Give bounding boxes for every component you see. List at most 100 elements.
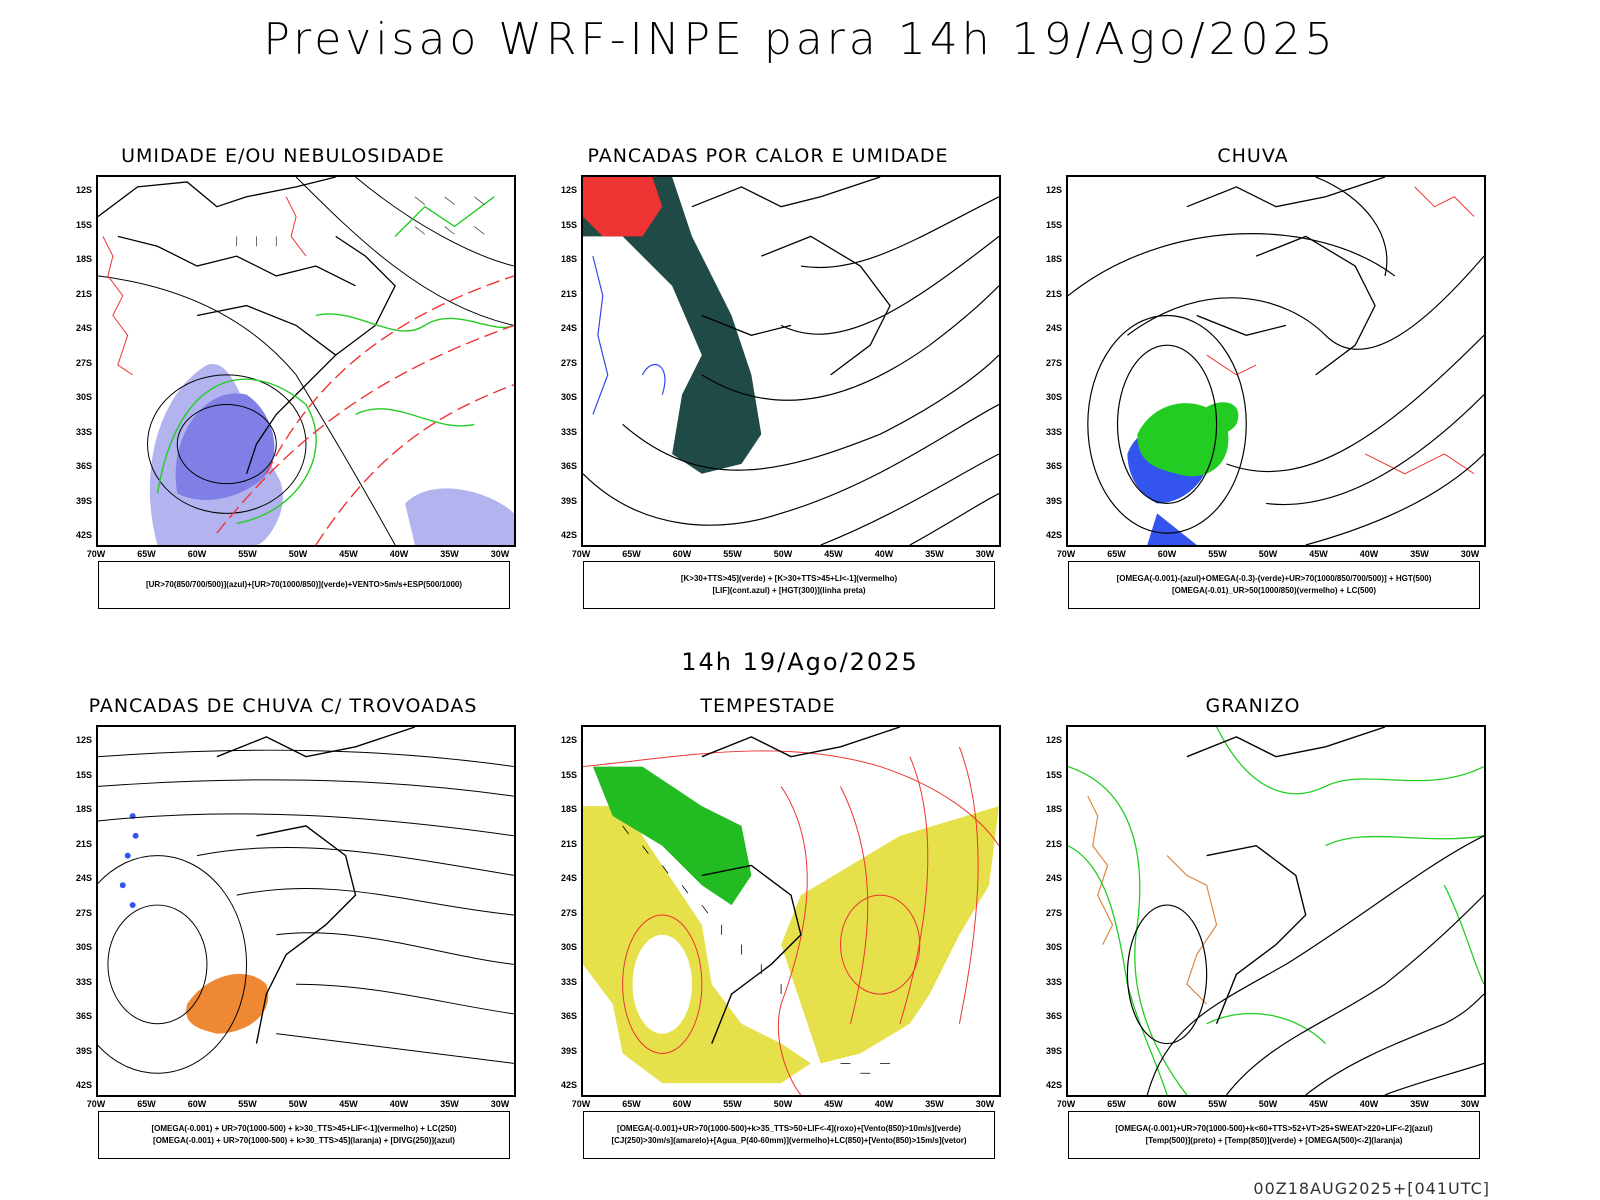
lat-tick-label: 30S [560, 942, 577, 952]
lat-tick-label: 12S [560, 735, 577, 745]
lat-tick-label: 27S [75, 357, 92, 368]
lat-tick-label: 27S [75, 907, 92, 918]
red-dashed-contours [216, 275, 514, 545]
borders [1186, 177, 1386, 376]
lon-tick-label: 40W [874, 549, 894, 559]
lat-tick-label: 33S [1045, 976, 1062, 987]
lon-tick-label: 30W [490, 549, 510, 559]
lat-tick-label: 42S [560, 530, 577, 540]
lon-tick-label: 50W [773, 1099, 793, 1109]
panel-title: PANCADAS DE CHUVA C/ TROVOADAS [88, 695, 478, 717]
lon-tick-label: 30W [1460, 549, 1480, 559]
humidity-fill [175, 393, 275, 501]
lif-contours [592, 255, 666, 415]
panel-granizo: GRANIZO [1018, 695, 1488, 1175]
low-center [632, 934, 692, 1034]
temp500-contours [1126, 835, 1484, 1095]
lat-tick-label: 27S [560, 907, 577, 918]
legend-line-1: [OMEGA(-0.001)-(azul)+OMEGA(-0.3)-(verde… [1116, 574, 1432, 583]
lat-tick-label: 12S [1045, 185, 1062, 195]
wind-vectors [236, 196, 485, 247]
map-svg [583, 177, 999, 545]
panel-title: UMIDADE E/OU NEBULOSIDADE [121, 145, 445, 167]
panel-legend: [OMEGA(-0.001)+UR>70(1000-500)+k>35_TTS>… [583, 1111, 995, 1159]
panel-title: CHUVA [1217, 145, 1289, 167]
lon-tick-label: 60W [1157, 1099, 1177, 1109]
lon-tick-label: 70W [86, 549, 106, 559]
map-svg [583, 727, 999, 1095]
panel-chuva: CHUVA [OMEGA(-0.0 [1018, 145, 1488, 625]
lon-tick-label: 45W [339, 1099, 358, 1109]
lat-tick-label: 27S [1045, 907, 1062, 918]
lat-tick-label: 15S [560, 769, 577, 780]
lon-tick-label: 35W [925, 1099, 944, 1109]
lat-tick-label: 39S [75, 1045, 92, 1056]
panel-umidade: UMIDADE E/OU NEBULOSIDADE [48, 145, 518, 625]
lat-tick-label: 27S [560, 357, 577, 368]
lat-tick-label: 21S [1045, 288, 1062, 299]
lat-tick-label: 39S [75, 495, 92, 506]
lat-tick-label: 15S [1045, 219, 1062, 230]
lon-tick-label: 65W [622, 1099, 641, 1109]
lat-tick-label: 15S [75, 219, 92, 230]
lat-tick-label: 21S [75, 288, 92, 299]
map-area [1066, 175, 1486, 547]
blue-divergence [119, 813, 139, 909]
lon-tick-label: 55W [1208, 1099, 1227, 1109]
run-info: 00Z18AUG2025+[041UTC] [1253, 1179, 1490, 1198]
temp850-contours [1068, 727, 1484, 1095]
lon-tick-label: 60W [672, 549, 692, 559]
wind850-fill [592, 766, 752, 906]
lon-tick-label: 60W [187, 549, 207, 559]
lon-tick-label: 50W [288, 549, 308, 559]
lat-tick-label: 18S [560, 804, 577, 814]
green-contours [156, 196, 514, 524]
lat-tick-label: 33S [560, 976, 577, 987]
lon-tick-label: 40W [389, 1099, 409, 1109]
panel-title: GRANIZO [1205, 695, 1301, 717]
panel-legend: [OMEGA(-0.001)+UR>70(1000-500)+k<60+TTS>… [1068, 1111, 1480, 1159]
lat-tick-label: 15S [75, 769, 92, 780]
lon-tick-label: 55W [1208, 549, 1227, 559]
lon-tick-label: 35W [925, 549, 944, 559]
lon-tick-label: 70W [86, 1099, 106, 1109]
lat-tick-label: 24S [75, 873, 92, 883]
lon-tick-label: 45W [824, 1099, 843, 1109]
lon-tick-label: 45W [339, 549, 358, 559]
instability-fill-dark [583, 177, 762, 474]
lon-tick-label: 70W [571, 549, 591, 559]
lon-tick-label: 65W [1107, 1099, 1126, 1109]
panel-title: TEMPESTADE [700, 695, 836, 717]
legend-line-1: [OMEGA(-0.001) + UR>70(1000-500) + k>30_… [151, 1124, 457, 1133]
lat-tick-label: 36S [75, 1011, 92, 1021]
lon-tick-label: 50W [773, 549, 793, 559]
legend-line-1: [K>30+TTS>45](verde) + [K>30+TTS>45+LI<-… [680, 574, 898, 583]
lat-tick-label: 24S [560, 323, 577, 333]
lat-tick-label: 24S [1045, 323, 1062, 333]
lat-tick-label: 36S [75, 461, 92, 471]
panel-legend: [K>30+TTS>45](verde) + [K>30+TTS>45+LI<-… [583, 561, 995, 609]
lat-tick-label: 42S [75, 530, 92, 540]
lon-tick-label: 35W [440, 549, 459, 559]
omega-blue-fill-s [1147, 513, 1197, 545]
lat-tick-label: 39S [560, 1045, 577, 1056]
lon-tick-label: 65W [137, 549, 156, 559]
panel-legend: [OMEGA(-0.001) + UR>70(1000-500) + k>30_… [98, 1111, 510, 1159]
panel-legend: [UR>70(850/700/500)](azul)+[UR>70(1000/8… [98, 561, 510, 609]
omega-green-fill-2 [1196, 402, 1239, 433]
panel-pancadas-calor: PANCADAS POR CALOR E UMIDADE [K [533, 145, 1003, 625]
lat-tick-label: 36S [560, 1011, 577, 1021]
lon-tick-label: 30W [490, 1099, 510, 1109]
orange-storm-fill [186, 973, 269, 1034]
lat-tick-label: 30S [1045, 942, 1062, 952]
map-svg [1068, 177, 1484, 545]
lon-tick-label: 40W [1359, 549, 1379, 559]
legend-line-2: [Temp(500)](preto) + [Temp(850)](verde) … [1145, 1136, 1403, 1145]
red-omega [1206, 186, 1475, 475]
instability-fill-red [583, 177, 663, 237]
lat-tick-label: 39S [1045, 1045, 1062, 1056]
lon-tick-label: 30W [1460, 1099, 1480, 1109]
omega-orange [1087, 795, 1218, 1005]
hgt-contours [583, 196, 999, 545]
lon-tick-label: 40W [1359, 1099, 1379, 1109]
